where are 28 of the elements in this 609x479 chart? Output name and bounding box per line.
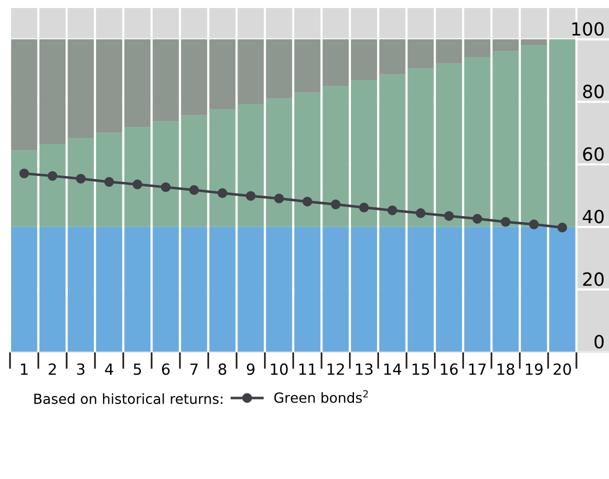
y-tick-label: 0 bbox=[594, 334, 604, 348]
y-tick-label: 100 bbox=[572, 22, 604, 36]
x-tick-label: 14 bbox=[384, 364, 402, 375]
x-tick-label: 2 bbox=[48, 363, 56, 375]
y-tick-label: 20 bbox=[583, 272, 604, 286]
x-tick-label: 11 bbox=[299, 364, 316, 375]
x-tick-label: 16 bbox=[440, 363, 458, 375]
x-tick-label: 6 bbox=[162, 363, 170, 375]
y-tick-label: 40 bbox=[582, 210, 604, 224]
x-tick-label: 18 bbox=[498, 363, 514, 375]
x-tick-label: 15 bbox=[412, 364, 430, 375]
x-tick-label: 9 bbox=[246, 363, 255, 375]
x-tick-label: 10 bbox=[271, 363, 288, 375]
x-tick-label: 4 bbox=[105, 364, 114, 375]
y-tick-label: 60 bbox=[583, 147, 604, 161]
legend-title: Based on historical returns: bbox=[34, 393, 222, 404]
x-tick-label: 19 bbox=[526, 363, 543, 375]
x-tick-label: 20 bbox=[554, 363, 571, 375]
x-tick-label: 5 bbox=[134, 364, 141, 375]
x-tick-label: 13 bbox=[356, 363, 373, 375]
x-tick-label: 8 bbox=[218, 363, 226, 375]
legend-label: Green bonds$^{2}$ bbox=[274, 390, 368, 403]
x-tick-label: 17 bbox=[469, 364, 486, 375]
x-tick-label: 12 bbox=[328, 363, 344, 375]
x-tick-label: 1 bbox=[20, 364, 28, 375]
y-tick-label: 80 bbox=[583, 84, 604, 98]
x-tick-label: 3 bbox=[77, 363, 84, 375]
x-tick-label: 7 bbox=[190, 364, 198, 375]
